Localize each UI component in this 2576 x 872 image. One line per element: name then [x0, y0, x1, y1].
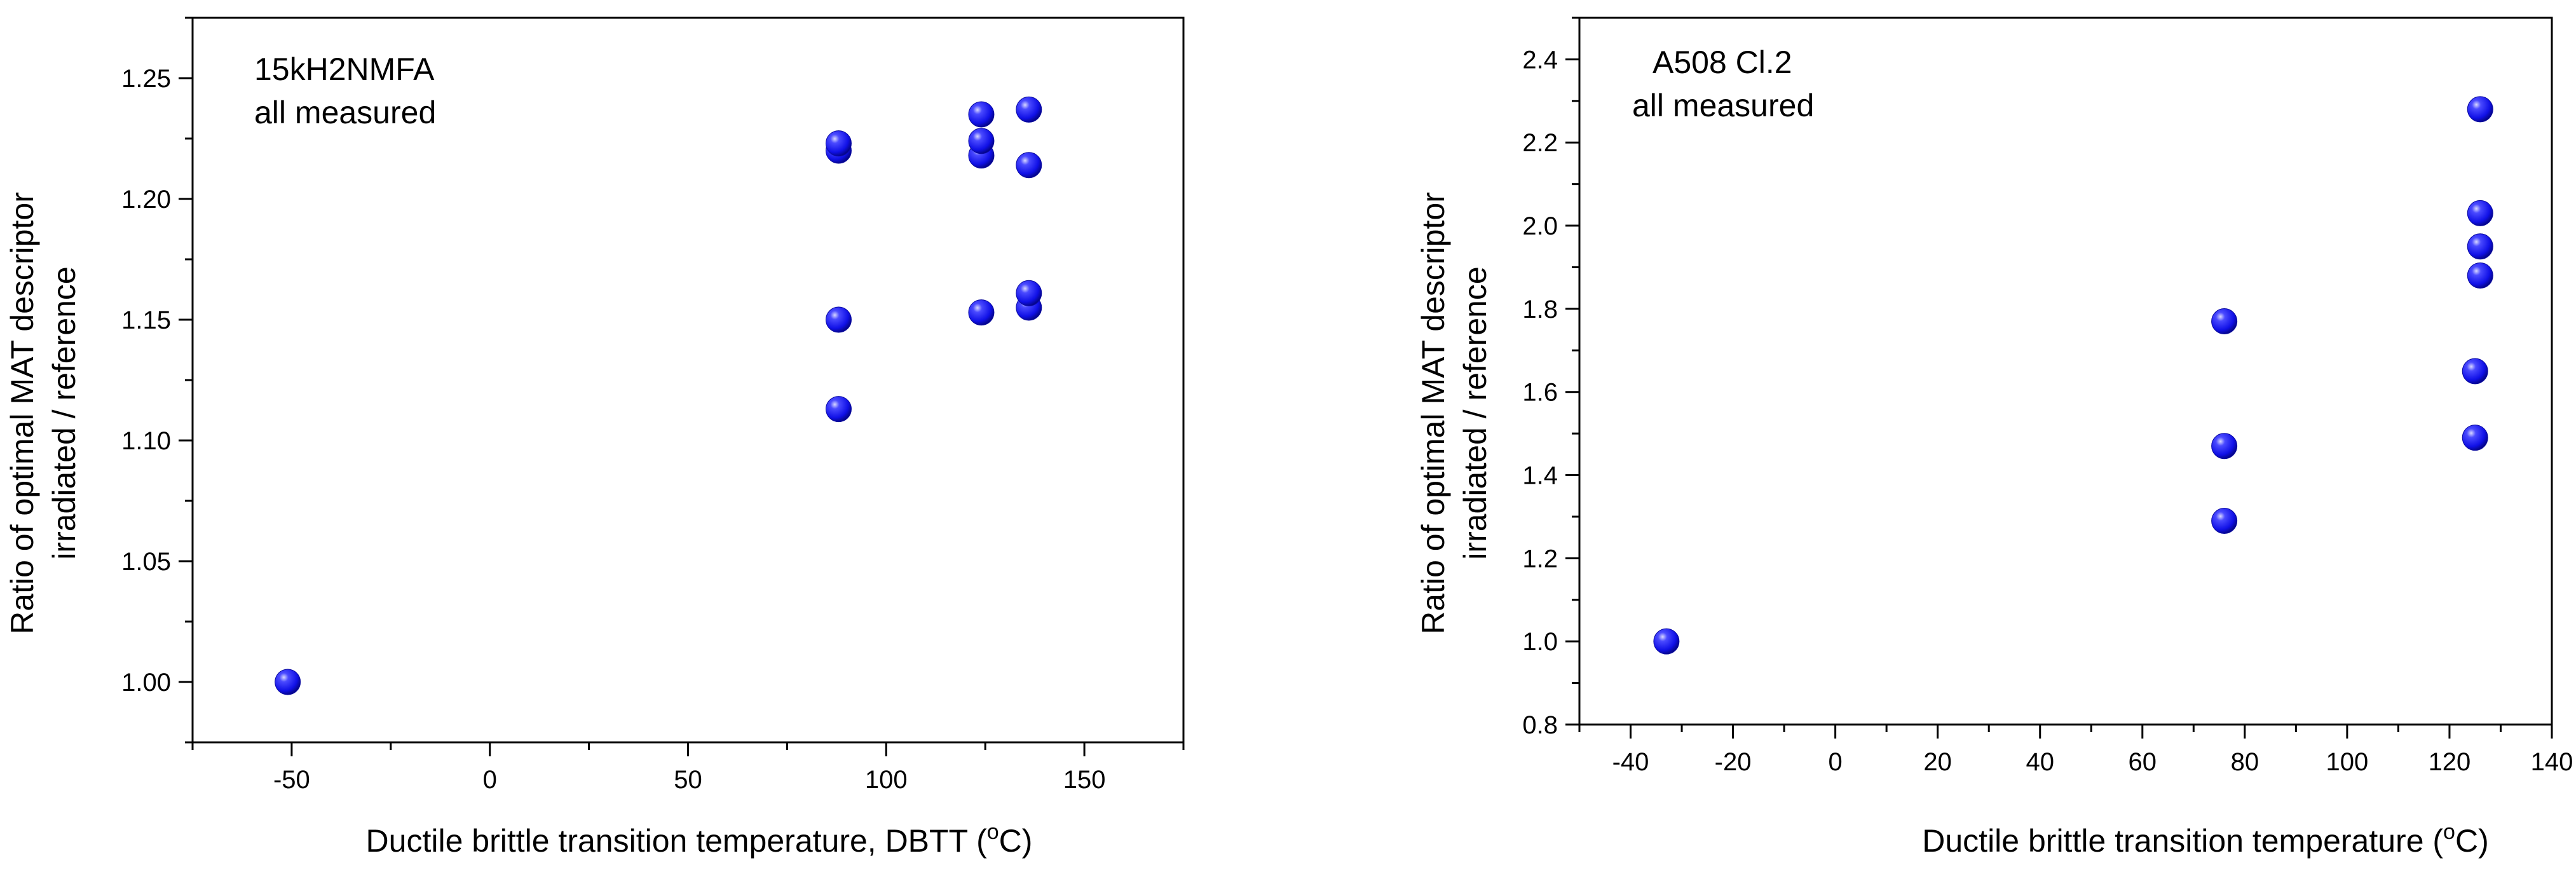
x-axis-title: Ductile brittle transition temperature, …: [366, 820, 1033, 859]
data-point: [968, 299, 995, 326]
annotation-subset: all measured: [1632, 88, 1814, 123]
data-point: [1653, 628, 1680, 655]
data-point: [825, 396, 852, 423]
x-tick-label: 100: [2326, 748, 2369, 776]
x-tick-label: 50: [674, 766, 702, 794]
x-tick-label: 150: [1063, 766, 1106, 794]
y-tick-label: 2.2: [1522, 129, 1558, 157]
data-point: [2462, 425, 2488, 451]
data-point: [968, 101, 995, 128]
data-point: [2467, 200, 2493, 226]
data-point: [825, 306, 852, 333]
chart-panel-2: -40 -20 0 20 40 60 80 100 120 140 0.8 1.0 1.2 1.4 1.6 1…: [1415, 17, 2573, 859]
y-tick-label: 1.15: [121, 306, 171, 334]
data-point: [2211, 308, 2238, 335]
x-tick-label: 80: [2231, 748, 2259, 776]
data-point: [275, 669, 301, 695]
y-tick-label: 1.00: [121, 669, 171, 697]
x-tick-label: 20: [1923, 748, 1952, 776]
data-point: [968, 128, 995, 154]
y-tick-label: 1.20: [121, 186, 171, 214]
y-axis-title-line-1: Ratio of optimal MAT descriptor: [1415, 192, 1451, 634]
plot-frame: [1578, 17, 2553, 726]
y-tick-label: 1.8: [1522, 296, 1558, 324]
data-point: [2462, 358, 2488, 385]
x-axis-title: Ductile brittle transition temperature (…: [1922, 820, 2488, 859]
data-point: [2467, 233, 2493, 260]
data-point: [2211, 507, 2238, 534]
data-point: [2467, 96, 2493, 123]
y-tick-label: 0.8: [1522, 711, 1558, 739]
data-point: [2467, 262, 2493, 289]
data-point: [825, 130, 852, 157]
data-point: [1016, 152, 1042, 179]
y-axis-title-line-2: irradiated / reference: [1457, 266, 1493, 559]
x-tick-label: 40: [2026, 748, 2054, 776]
y-tick-label: 1.0: [1522, 628, 1558, 656]
y-tick-label: 1.25: [121, 65, 171, 93]
data-point: [2211, 433, 2238, 460]
y-tick-label: 1.2: [1522, 545, 1558, 573]
data-point: [1016, 96, 1042, 123]
annotation-material: A508 Cl.2: [1653, 44, 1792, 80]
x-tick-label: -20: [1715, 748, 1752, 776]
y-axis-title-line-1: Ratio of optimal MAT descriptor: [4, 192, 40, 634]
x-tick-label: 0: [1829, 748, 1843, 776]
x-tick-label: -50: [273, 766, 310, 794]
x-tick-label: 60: [2129, 748, 2157, 776]
x-tick-label: -40: [1612, 748, 1649, 776]
y-tick-label: 2.0: [1522, 212, 1558, 240]
y-axis-title-line-2: irradiated / reference: [46, 266, 82, 559]
x-tick-label: 140: [2531, 748, 2573, 776]
x-tick-label: 0: [483, 766, 497, 794]
annotation-subset: all measured: [254, 95, 436, 130]
y-tick-label: 1.10: [121, 427, 171, 455]
y-tick-label: 1.6: [1522, 379, 1558, 407]
y-tick-label: 2.4: [1522, 46, 1558, 74]
y-tick-label: 1.05: [121, 548, 171, 576]
data-point: [1016, 280, 1042, 306]
x-tick-label: 100: [865, 766, 908, 794]
chart-panel-1: -50 0 50 100 150 1.00 1.05 1.10 1.15 1.20 1.25 Rati…: [4, 17, 1185, 859]
y-tick-label: 1.4: [1522, 462, 1558, 490]
x-tick-label: 120: [2429, 748, 2471, 776]
annotation-material: 15kH2NMFA: [254, 51, 435, 87]
